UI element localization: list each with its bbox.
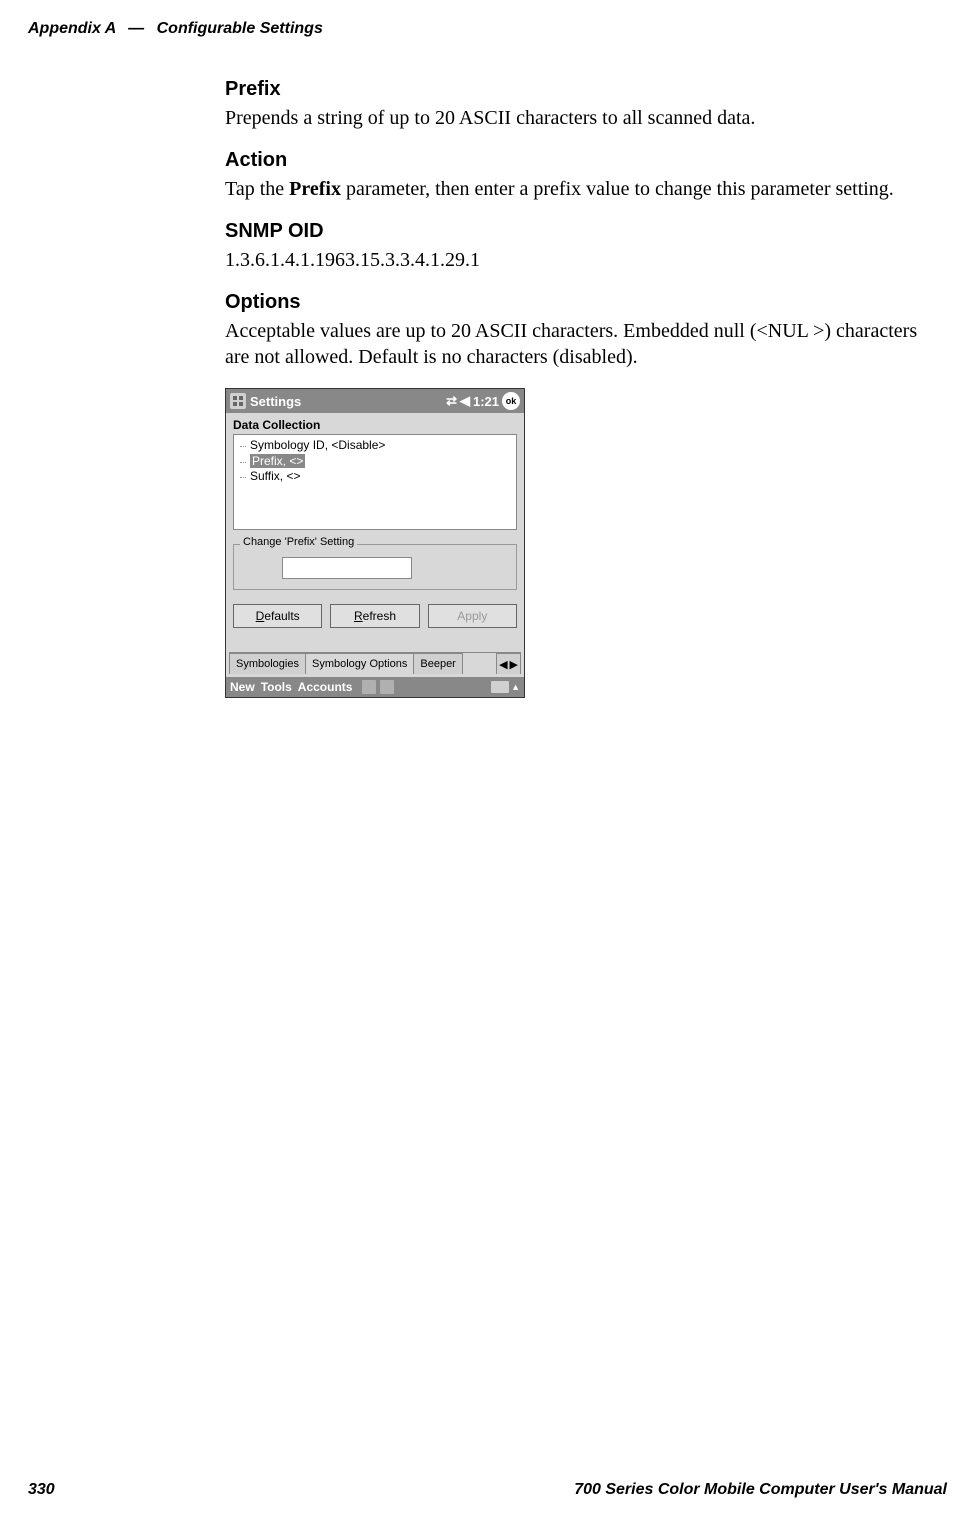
header-dash: — [128,20,144,37]
menu-new[interactable]: New [230,680,255,694]
data-collection-label: Data Collection [229,416,521,434]
page-number: 330 [28,1481,55,1499]
snmp-body: 1.3.6.1.4.1.1963.15.3.3.4.1.29.1 [225,247,935,273]
tab-beeper[interactable]: Beeper [413,653,462,674]
status-icons: ⇄ ◀ 1:21 ok [446,392,520,410]
manual-title: 700 Series Color Mobile Computer User's … [574,1481,947,1499]
prefix-body: Prepends a string of up to 20 ASCII char… [225,105,935,131]
tab-symbology-options[interactable]: Symbology Options [305,653,414,674]
keyboard-icon [491,681,509,693]
connectivity-icon[interactable]: ⇄ [446,393,457,409]
action-body: Tap the Prefix parameter, then enter a p… [225,176,935,202]
bottom-icon-1[interactable] [362,680,376,694]
action-body-bold: Prefix [289,178,341,200]
tab-strip: Symbologies Symbology Options Beeper ◀ ▶ [229,652,521,674]
prefix-heading: Prefix [225,78,935,101]
tab-left-arrow-icon[interactable]: ◀ [499,658,507,671]
bottom-icons [362,680,394,694]
appendix-label: Appendix A [28,20,116,37]
options-body: Acceptable values are up to 20 ASCII cha… [225,318,935,370]
action-body-pre: Tap the [225,178,289,200]
apply-button: Apply [428,604,517,628]
sound-icon[interactable]: ◀ [460,393,470,409]
tab-scroll-arrows[interactable]: ◀ ▶ [496,653,521,674]
tab-right-arrow-icon[interactable]: ▶ [510,658,518,671]
clock-time[interactable]: 1:21 [473,394,499,409]
action-heading: Action [225,149,935,172]
content-area: Prefix Prepends a string of up to 20 ASC… [225,78,935,698]
page-header: Appendix A — Configurable Settings [28,20,947,38]
refresh-button[interactable]: Refresh [330,604,419,628]
options-heading: Options [225,291,935,314]
tree-item-suffix[interactable]: Suffix, <> [240,469,510,485]
action-body-post: parameter, then enter a prefix value to … [341,178,894,200]
titlebar-title: Settings [250,394,446,409]
tab-symbologies[interactable]: Symbologies [229,653,306,674]
keyboard-toggle[interactable]: ▲ [491,681,520,693]
snmp-heading: SNMP OID [225,220,935,243]
tree-item-prefix[interactable]: Prefix, <> [240,454,305,470]
device-screenshot: Settings ⇄ ◀ 1:21 ok Data Collection Sym… [225,388,525,698]
change-prefix-group: Change 'Prefix' Setting [233,544,517,590]
menu-tools[interactable]: Tools [261,680,292,694]
bottom-bar: New Tools Accounts ▲ [226,677,524,697]
settings-tree[interactable]: Symbology ID, <Disable> Prefix, <> Suffi… [233,434,517,530]
bottom-icon-2[interactable] [380,680,394,694]
page-footer: 330 700 Series Color Mobile Computer Use… [28,1481,947,1499]
ok-button[interactable]: ok [502,392,520,410]
button-row: Defaults Refresh Apply [233,604,517,628]
screenshot-body: Data Collection Symbology ID, <Disable> … [226,413,524,677]
change-prefix-legend: Change 'Prefix' Setting [240,536,357,548]
menu-accounts[interactable]: Accounts [298,680,353,694]
prefix-input[interactable] [282,557,412,579]
tree-item-symbology-id[interactable]: Symbology ID, <Disable> [240,438,510,454]
header-title: Configurable Settings [157,20,323,37]
start-icon[interactable] [230,393,246,409]
defaults-button[interactable]: Defaults [233,604,322,628]
arrow-up-icon: ▲ [511,682,520,692]
titlebar: Settings ⇄ ◀ 1:21 ok [226,389,524,413]
